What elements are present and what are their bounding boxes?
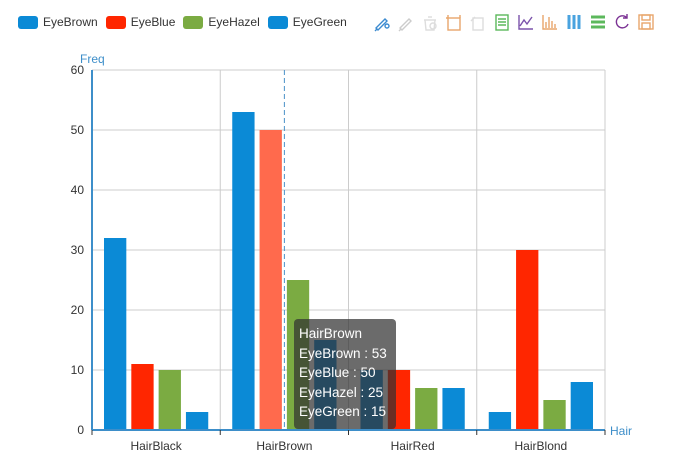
legend: EyeBrown EyeBlue EyeHazel EyeGreen [18,13,355,31]
bar-eyehazel-hairred[interactable] [415,388,438,430]
bar-eyebrown-hairbrown[interactable] [232,112,255,430]
x-tick-label: HairRed [391,439,435,453]
y-tick-label: 20 [71,303,85,317]
tooltip-title: HairBrown [299,326,363,341]
data-zoom-reset-icon[interactable] [396,12,416,32]
tooltip-line-eyehazel: EyeHazel : 25 [299,384,384,400]
y-tick-label: 30 [71,243,85,257]
bar-eyeblue-hairblond[interactable] [516,250,539,430]
y-tick-label: 60 [71,63,85,77]
toolbox [372,10,660,34]
bar-eyeblue-hairbrown[interactable] [259,130,282,430]
bar-chart-icon[interactable] [540,12,560,32]
save-image-icon[interactable] [636,12,656,32]
bar-eyehazel-hairblond[interactable] [543,400,566,430]
bar-eyehazel-hairblack[interactable] [158,370,181,430]
bar-eyegreen-hairblack[interactable] [185,412,209,430]
legend-item-eyehazel[interactable]: EyeHazel [183,15,260,29]
legend-label: EyeGreen [292,15,347,29]
data-view-icon[interactable] [420,12,440,32]
restore-icon[interactable] [612,12,632,32]
bar-eyegreen-hairred[interactable] [442,388,465,430]
x-tick-label: HairBlack [130,439,182,453]
x-axis-title: Hair [610,424,632,438]
legend-swatch [267,15,288,29]
legend-item-eyegreen[interactable]: EyeGreen [267,15,347,29]
tiled-icon[interactable] [588,12,608,32]
legend-item-eyeblue[interactable]: EyeBlue [105,15,176,29]
stack-icon[interactable] [564,12,584,32]
x-tick-label: HairBrown [256,439,312,453]
mark-undo-icon[interactable] [468,12,488,32]
legend-label: EyeHazel [208,15,260,29]
y-tick-label: 0 [77,423,84,437]
line-chart-icon[interactable] [516,12,536,32]
y-tick-label: 50 [71,123,85,137]
legend-label: EyeBrown [43,15,98,29]
legend-swatch [183,15,204,29]
bar-eyeblue-hairblack[interactable] [131,364,154,430]
tooltip: HairBrown EyeBrown : 53 EyeBlue : 50 Eye… [294,319,396,429]
legend-swatch [105,15,126,29]
tooltip-line-eyeblue: EyeBlue : 50 [299,365,376,381]
bar-eyegreen-hairblond[interactable] [570,382,593,430]
legend-item-eyebrown[interactable]: EyeBrown [18,15,98,29]
bar-eyebrown-hairblond[interactable] [488,412,512,430]
dataview-square-icon[interactable] [444,12,464,32]
bar-eyebrown-hairblack[interactable] [104,238,127,430]
y-axis-title: Freq [80,52,105,66]
y-tick-label: 40 [71,183,85,197]
data-zoom-icon[interactable] [372,12,392,32]
legend-label: EyeBlue [130,15,176,29]
x-tick-label: HairBlond [515,439,568,453]
tooltip-line-eyegreen: EyeGreen : 15 [299,404,387,420]
y-tick-label: 10 [71,363,85,377]
data-view-list-icon[interactable] [492,12,512,32]
legend-swatch [18,15,38,29]
tooltip-line-eyebrown: EyeBrown : 53 [299,345,387,361]
